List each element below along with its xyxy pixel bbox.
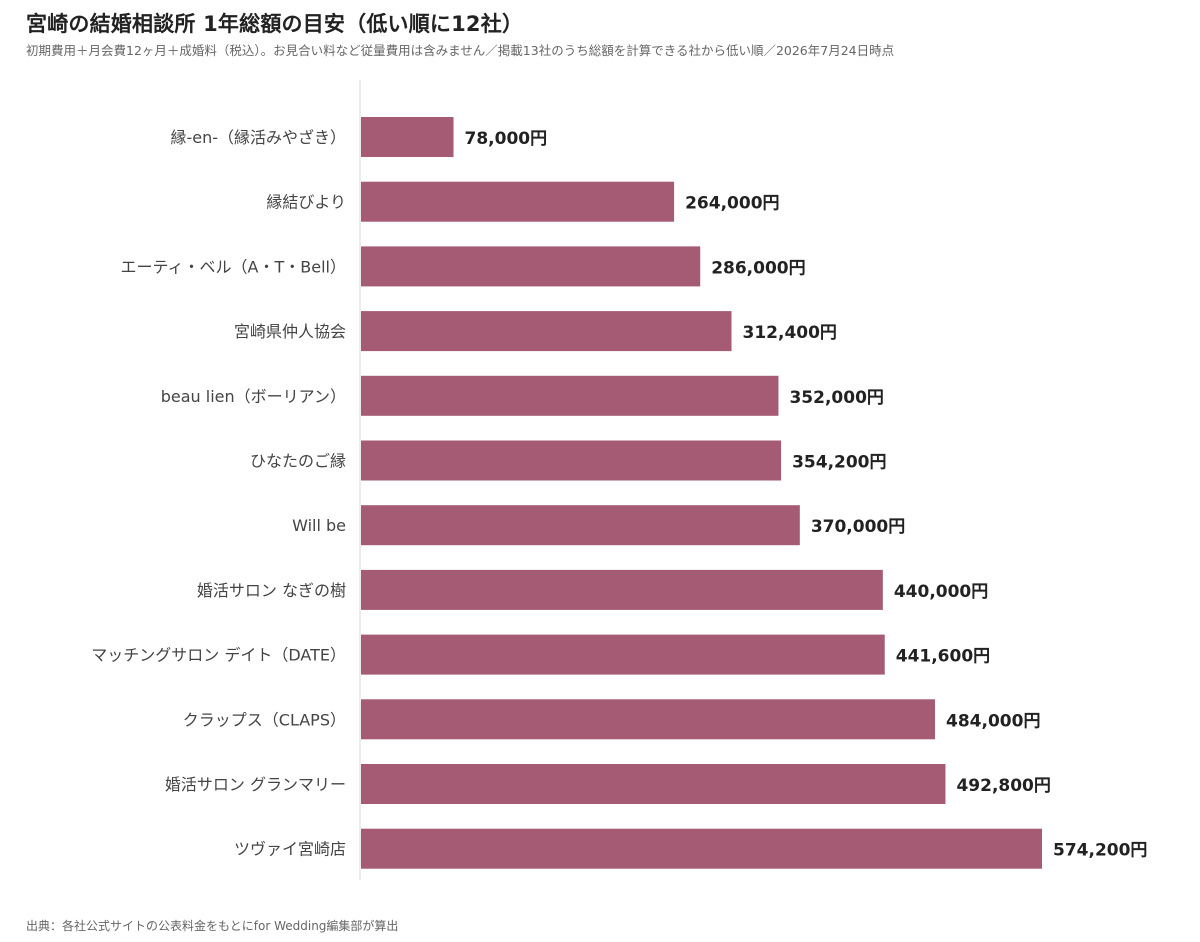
value-label: 352,000円 [789,388,883,408]
value-label: 492,800円 [956,776,1050,796]
category-label: Will be [292,516,346,535]
value-label: 286,000円 [711,258,805,278]
category-label: マッチングサロン デイト（DATE） [91,646,346,665]
category-label: クラップス（CLAPS） [183,710,346,729]
category-label: ひなたのご縁 [250,452,346,471]
value-label: 440,000円 [894,582,988,602]
bar [361,375,779,416]
value-label: 312,400円 [743,323,837,343]
category-label: 縁-en-（縁活みやざき） [170,128,346,147]
category-label: エーティ・ベル（A・T・Bell） [121,257,346,276]
value-label: 264,000円 [685,194,779,214]
value-label: 354,200円 [792,453,886,473]
category-label: 縁結びより [266,193,346,212]
bar [361,246,701,287]
bar [361,828,1042,869]
chart-subtitle: 初期費用＋月会費12ヶ月＋成婚料（税込）。お見合い料など従量費用は含みません／掲… [26,43,895,58]
value-label: 574,200円 [1053,841,1147,861]
bar [361,764,946,804]
value-label: 484,000円 [946,711,1040,731]
category-label: 婚活サロン グランマリー [165,775,346,794]
value-label: 441,600円 [896,647,990,667]
value-label: 78,000円 [465,129,548,149]
chart-title: 宮崎の結婚相談所 1年総額の目安（低い順に12社） [26,12,524,36]
bar [361,181,675,222]
bar [361,634,885,675]
bar [361,569,883,610]
category-label: 宮崎県仲人協会 [234,322,346,341]
bar [361,117,454,157]
source-note: 出典：各社公式サイトの公表料金をもとにfor Wedding編集部が算出 [26,919,399,933]
bar [361,505,800,546]
bar [361,440,782,481]
value-label: 370,000円 [811,517,905,537]
category-label: ツヴァイ宮崎店 [234,840,346,859]
bar [361,699,936,740]
category-label: beau lien（ボーリアン） [161,387,346,406]
bar [361,311,732,352]
category-label: 婚活サロン なぎの樹 [197,581,346,600]
